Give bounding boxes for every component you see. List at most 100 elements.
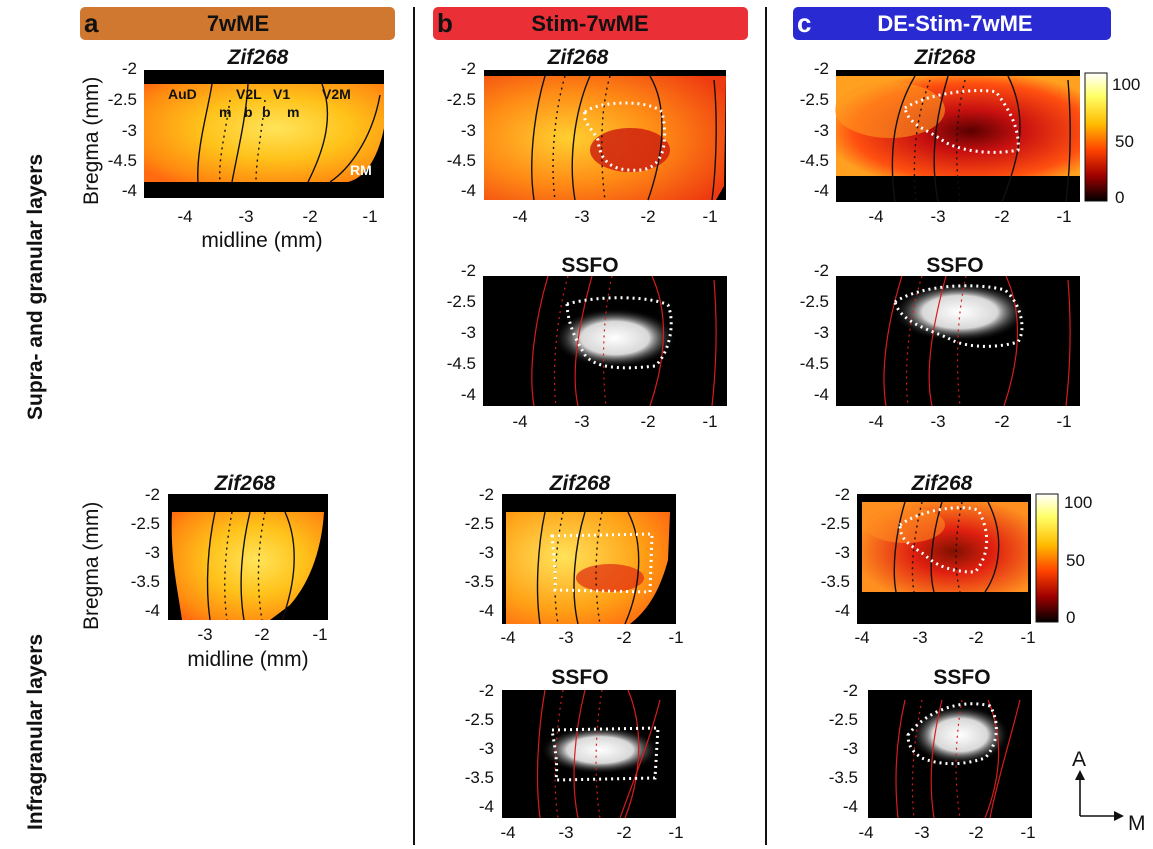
y-ticks: -2 -2.5 -3 -4.5 -4 [447,261,476,404]
y-tick: -2.5 [829,710,858,729]
area-boundaries [531,75,717,201]
column-letter-c: c [797,8,811,38]
y-tick: -4.5 [447,151,476,170]
heatmap-hotspot [865,507,945,543]
x-tick: -4 [858,823,873,842]
area-boundaries [197,83,381,183]
panel-title: Zif268 [214,472,276,495]
panel-title: Zif268 [547,46,609,69]
y-tick: -2 [835,485,850,504]
colorbar-bottom: 100 50 0 [1035,493,1092,627]
orientation-indicator: A M [1072,748,1146,835]
x-ticks: -4 -3 -2 -1 [868,412,1071,431]
y-tick: -2.5 [131,514,160,533]
y-tick: -3.5 [829,768,858,787]
x-tick: -3 [558,628,573,647]
area-boundaries [531,275,717,407]
y-tick: -3.5 [465,572,494,591]
ssfo-roi-outline [903,89,1020,154]
y-axis-label: Bregma (mm) [80,77,103,205]
colorbar-tick: 0 [1115,188,1124,207]
row-label-bottom: Infragranular layers [24,634,47,830]
y-tick: -4 [145,601,160,620]
y-tick: -2 [461,59,476,78]
y-tick: -4 [461,385,476,404]
medial-label: M [1128,812,1146,835]
y-tick: -3 [814,323,829,342]
region-label-m1: m [219,104,231,120]
heatmap-hotspot [576,564,644,592]
y-tick: -2 [814,59,829,78]
x-tick: -1 [1056,412,1071,431]
y-tick: -4.5 [800,151,829,170]
x-tick: -2 [616,628,631,647]
x-tick: -2 [254,625,269,644]
region-label-v2l: V2L [236,86,262,102]
panel-c-ssfo-supragranular: SSFO -2 -2.5 -3 -4.5 -4 -4 -3 -2 -1 [800,254,1080,431]
y-tick: -4 [835,601,850,620]
anterior-label: A [1072,748,1086,771]
area-boundaries [883,275,1071,407]
panel-c-ssfo-infragranular: SSFO -2 -2.5 -3 -3.5 -4 -4 -3 -2 -1 [829,666,1036,842]
y-ticks: -2 -2.5 -3 -3.5 -4 [131,485,160,620]
row-label-top: Supra- and granular layers [24,154,47,420]
x-tick: -4 [512,412,527,431]
region-label-b1: b [244,104,253,120]
x-tick: -3 [238,207,253,226]
x-axis-label: midline (mm) [187,648,308,671]
x-tick: -1 [1020,823,1035,842]
y-tick: -4.5 [108,151,137,170]
panel-title: Zif268 [227,46,289,69]
heatmap-hotspot [835,82,945,138]
ssfo-roi-outline [550,726,660,782]
x-ticks: -4 -3 -2 -1 [858,823,1035,842]
panel-b-zif268-supragranular: Zif268 -2 -2.5 -3 -4.5 -4 -4 -3 -2 -1 [447,46,726,226]
panel-title: Zif268 [549,472,611,495]
ssfo-roi-outline [898,506,989,574]
y-tick: -3 [843,739,858,758]
y-tick: -4 [461,181,476,200]
column-header-b: b Stim-7wME [433,7,748,40]
x-tick: -4 [868,412,883,431]
y-tick: -3.5 [821,572,850,591]
x-tick: -3 [574,412,589,431]
y-ticks: -2 -2.5 -3 -4.5 -4 [800,261,829,404]
y-tick: -3 [145,543,160,562]
x-tick: -1 [702,412,717,431]
region-label-v1: V1 [273,86,290,102]
y-tick: -3 [835,543,850,562]
area-boundaries [206,511,295,621]
x-tick: -3 [558,823,573,842]
x-tick: -2 [968,823,983,842]
x-tick: -4 [177,207,192,226]
colorbar-tick: 100 [1064,493,1092,512]
colorbar-tick: 50 [1066,551,1085,570]
y-tick: -2 [843,681,858,700]
x-axis-label: midline (mm) [201,229,322,252]
y-tick: -2.5 [447,292,476,311]
heatmap-hotspot [590,128,670,172]
y-ticks: -2 -2.5 -3 -4.5 -4 [800,59,829,200]
column-title-c: DE-Stim-7wME [877,11,1032,36]
column-letter-b: b [437,8,453,38]
y-tick: -4 [479,797,494,816]
x-tick: -3 [574,207,589,226]
x-ticks: -4 -3 -2 -1 [512,412,717,431]
y-axis-label: Bregma (mm) [80,502,103,630]
y-ticks: -2 -2.5 -3 -3.5 -4 [829,681,858,816]
area-sublayer-lines [911,501,963,593]
x-tick: -4 [512,207,527,226]
y-tick: -2.5 [447,90,476,109]
y-ticks: -2 -2.5 -3 -3.5 -4 [465,485,494,620]
header-bar-a [80,7,395,40]
medial-arrowhead [1114,811,1124,821]
area-boundaries [891,75,1071,203]
y-tick: -4.5 [800,354,829,373]
y-tick: -4 [814,181,829,200]
panel-b-ssfo-supragranular: SSFO -2 -2.5 -3 -4.5 -4 -4 -3 -2 -1 [447,254,727,431]
colorbar-tick: 50 [1115,132,1134,151]
x-ticks: -4 -3 -2 -1 [868,207,1071,226]
y-tick: -2.5 [108,90,137,109]
area-sublayer-lines [552,75,611,201]
